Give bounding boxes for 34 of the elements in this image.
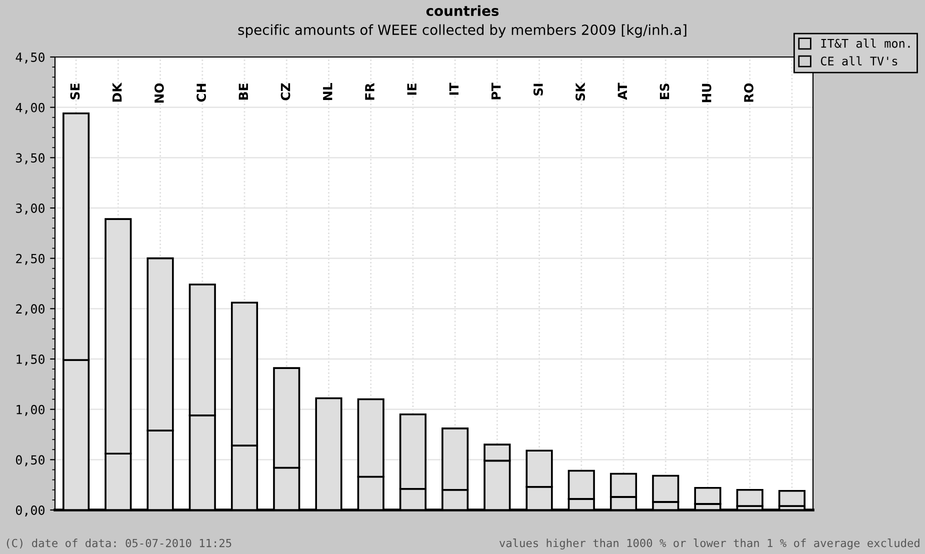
x-tick-label: PT xyxy=(492,82,501,100)
y-tick-label: 2,50 xyxy=(16,254,44,265)
text: values higher than 1000 % or lower than 1 % of average excluded xyxy=(499,538,920,550)
legend-label: CE all TV's xyxy=(820,56,898,66)
x-tick-label: CH xyxy=(196,84,206,102)
x-tick-label: NL xyxy=(323,83,332,100)
x-tick-label: HU xyxy=(702,84,712,102)
bar xyxy=(778,490,806,507)
y-tick-label: 4,50 xyxy=(16,52,44,64)
y-tick-label: 3,50 xyxy=(16,153,44,164)
x-tick-label: SK xyxy=(576,82,586,100)
y-tick-label: 0,50 xyxy=(16,455,44,466)
y-tick-label: 1,00 xyxy=(16,404,44,416)
y-tick-label: 0,00 xyxy=(16,506,44,517)
chart-title: countries xyxy=(426,5,499,16)
x-tick-label: SE xyxy=(70,84,80,100)
x-tick-label: AT xyxy=(618,82,627,100)
chart-subtitle: specific amounts of WEEE collected by members 2009 [kg/inh.a] xyxy=(238,24,686,38)
x-tick-label: SI xyxy=(533,84,543,96)
x-tick-label: FR xyxy=(365,82,374,100)
x-tick-label: IT xyxy=(449,82,459,95)
x-tick-label: ES xyxy=(660,84,670,100)
text: (C) date of data: 05-07-2010 11:25 xyxy=(6,538,232,549)
x-tick-label: BE xyxy=(238,84,248,100)
x-tick-label: CZ xyxy=(280,83,290,100)
legend-label: IT&T all mon. xyxy=(821,38,910,48)
x-tick-label: IE xyxy=(407,84,416,95)
x-tick-label: RO xyxy=(744,83,754,102)
x-tick-label: NO xyxy=(154,83,164,103)
x-tick-label: DK xyxy=(112,82,122,102)
y-tick-label: 4,00 xyxy=(16,102,44,114)
y-tick-label: 2,00 xyxy=(16,304,44,316)
y-tick-label: 3,00 xyxy=(16,204,44,215)
y-tick-label: 1,50 xyxy=(16,354,44,366)
